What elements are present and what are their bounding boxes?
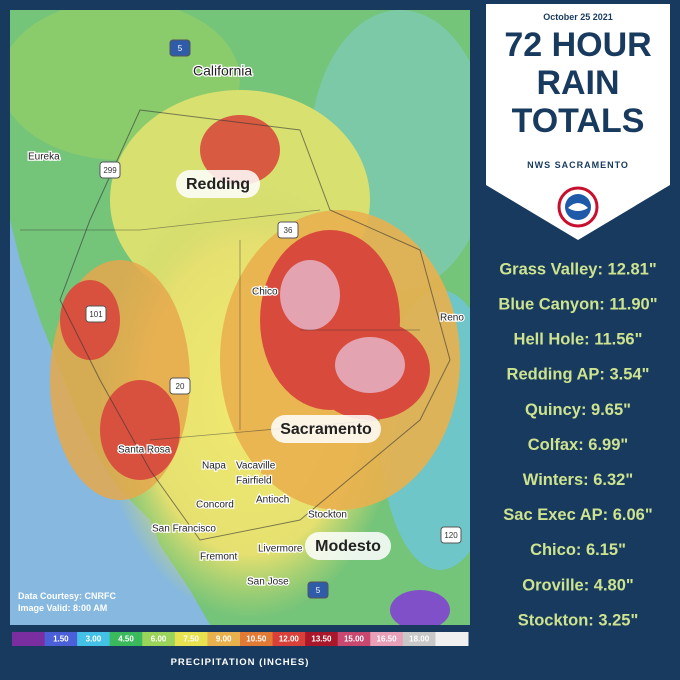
place-label: Reno — [440, 313, 464, 324]
place-label: Concord — [196, 500, 234, 511]
legend-tick: 10.50 — [246, 635, 267, 644]
place-label: San Francisco — [152, 524, 216, 535]
legend-tick: 12.00 — [279, 635, 300, 644]
rain-total: Chico: 6.15" — [530, 541, 626, 559]
nws-logo — [557, 186, 599, 228]
legend-tick: 4.50 — [118, 635, 134, 644]
rain-total: Quincy: 9.65" — [525, 401, 631, 419]
place-label: Santa Rosa — [118, 445, 171, 456]
rain-total: Stockton: 3.25" — [518, 611, 639, 629]
legend-swatch — [337, 632, 371, 646]
highway-number: 5 — [316, 586, 321, 595]
credit: Data Courtesy: CNRFC — [18, 591, 117, 601]
legend-swatch — [305, 632, 339, 646]
rain-total: Colfax: 6.99" — [528, 436, 628, 454]
highway-number: 299 — [103, 166, 117, 175]
highway-number: 120 — [444, 531, 458, 540]
city-highlight: Sacramento — [280, 421, 372, 438]
place-label: Eureka — [28, 152, 60, 163]
rain-total: Sac Exec AP: 6.06" — [503, 506, 652, 524]
legend-swatch — [77, 632, 111, 646]
place-label: Antioch — [256, 495, 289, 506]
rain-total: Oroville: 4.80" — [522, 576, 633, 594]
place-label: Stockton — [308, 510, 347, 521]
highway-shield — [85, 305, 107, 323]
rain-total: Grass Valley: 12.81" — [499, 260, 656, 278]
city-highlight: Redding — [186, 176, 250, 193]
credit: Image Valid: 8:00 AM — [18, 603, 107, 613]
totals-list: Grass Valley: 12.81" Blue Canyon: 11.90" H… — [498, 260, 657, 629]
legend-swatch — [12, 632, 46, 646]
highway-shield — [307, 581, 329, 599]
rain-total: Blue Canyon: 11.90" — [498, 295, 657, 313]
legend: 1.50 3.00 4.50 6.00 7.50 9.00 10.50 12.00 13.50 1… — [12, 632, 469, 646]
map — [10, 10, 470, 625]
legend-swatch — [207, 632, 241, 646]
legend-swatch — [370, 632, 404, 646]
title: TOTALS — [512, 102, 645, 140]
highway-number: 36 — [284, 226, 293, 235]
highway-number: 101 — [89, 310, 103, 319]
legend-tick: 3.00 — [86, 635, 102, 644]
legend-swatch — [44, 632, 78, 646]
legend-tick: 18.00 — [409, 635, 430, 644]
highway-shield — [99, 161, 121, 179]
map-labels: 5 299 36 101 20 120 5 California Eureka Chico Reno… — [27, 39, 466, 599]
place-label: Fairfield — [236, 476, 272, 487]
legend-swatch — [272, 632, 306, 646]
legend-swatch — [435, 632, 469, 646]
legend-tick: 1.50 — [53, 635, 69, 644]
highway-shield — [169, 39, 191, 57]
place-label: Chico — [252, 287, 278, 298]
city-pill — [176, 170, 260, 198]
date: October 25 2021 — [543, 12, 613, 22]
place-label: Livermore — [258, 544, 303, 555]
place-label: Fremont — [200, 552, 237, 563]
legend-tick: 9.00 — [216, 635, 232, 644]
legend-tick: 6.00 — [151, 635, 167, 644]
legend-swatch — [240, 632, 274, 646]
city-pill — [271, 415, 381, 443]
legend-tick: 13.50 — [311, 635, 332, 644]
title: RAIN — [536, 64, 619, 102]
legend-tick: 15.00 — [344, 635, 365, 644]
legend-swatch — [174, 632, 208, 646]
legend-swatch — [109, 632, 143, 646]
place-label: San Jose — [247, 577, 289, 588]
place-label: Vacaville — [236, 461, 276, 472]
highway-number: 5 — [178, 44, 183, 53]
rain-total: Redding AP: 3.54" — [507, 366, 650, 384]
rain-total: Hell Hole: 11.56" — [514, 331, 643, 349]
highway-number: 20 — [176, 382, 185, 391]
rain-total: Winters: 6.32" — [523, 471, 633, 489]
legend-title: PRECIPITATION (INCHES) — [171, 657, 310, 668]
legend-tick: 7.50 — [183, 635, 199, 644]
highway-shield — [440, 526, 462, 544]
office: NWS SACRAMENTO — [527, 160, 629, 170]
legend-swatch — [142, 632, 176, 646]
city-pill — [305, 532, 391, 560]
city-highlight: Modesto — [315, 538, 381, 555]
highway-shield — [169, 377, 191, 395]
legend-tick: 16.50 — [377, 635, 398, 644]
banner — [486, 4, 670, 240]
title: 72 HOUR — [504, 26, 651, 64]
place-label: California — [193, 63, 252, 79]
place-label: Napa — [202, 461, 226, 472]
highway-shield — [277, 221, 299, 239]
legend-swatch — [402, 632, 436, 646]
